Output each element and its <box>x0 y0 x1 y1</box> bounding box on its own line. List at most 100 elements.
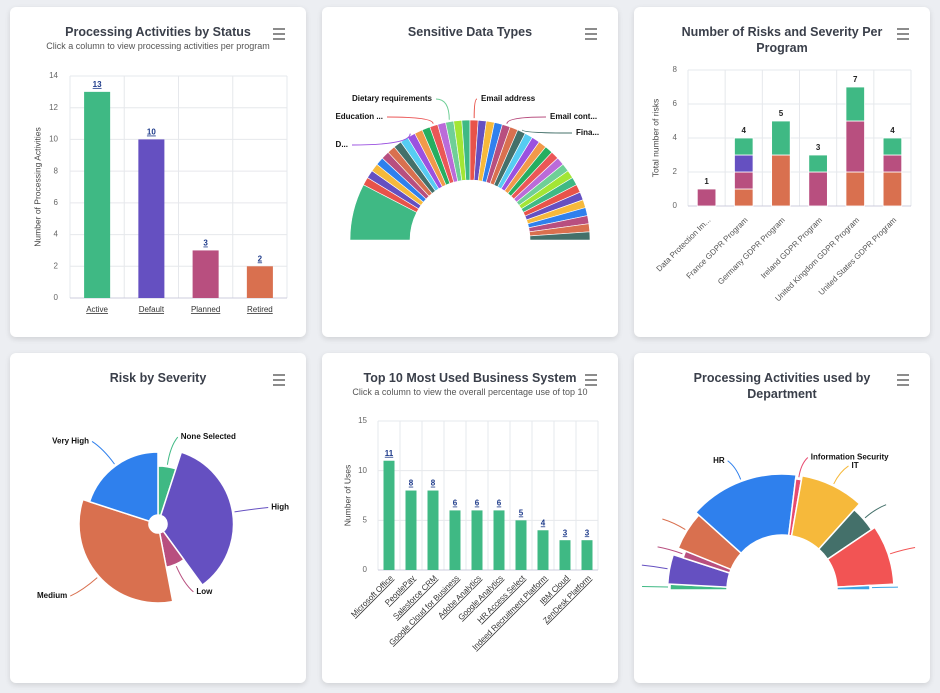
bar <box>471 510 483 570</box>
card: 0 2 4 6 8 Total number of risks Data Protectio… <box>634 7 930 337</box>
chart-title: Risk by Severity <box>109 371 207 385</box>
bar <box>449 510 461 570</box>
bar <box>581 540 593 570</box>
chart: 0 2 4 6 8 10 12 14 Number of Processing Activiti… <box>32 28 288 314</box>
bar-segment <box>734 188 754 207</box>
data-label: 8 <box>431 479 436 488</box>
chart-title: Top 10 Most Used Business System <box>363 371 577 385</box>
bar-segment <box>882 171 903 207</box>
connector <box>435 98 450 120</box>
slice <box>529 231 591 241</box>
y-tick-label: 6 <box>673 99 678 108</box>
menu-button[interactable] <box>585 374 597 386</box>
data-label: 2 <box>258 254 263 263</box>
slice-label: IT <box>851 461 858 470</box>
connector <box>864 504 887 519</box>
connector <box>727 460 742 480</box>
connector <box>833 465 849 485</box>
data-label: 3 <box>585 528 590 537</box>
card: 0 2 4 6 8 10 12 14 Number of Processing Activiti… <box>10 7 306 337</box>
slice-label: Information Security <box>811 453 889 462</box>
connector <box>521 129 573 134</box>
bar <box>84 91 111 298</box>
menu-button[interactable] <box>273 374 285 386</box>
stack-total: 3 <box>816 143 821 152</box>
bar <box>383 460 395 570</box>
bar-segment <box>882 137 903 156</box>
bar <box>138 139 165 298</box>
chart-subtitle: Click a column to view processing activi… <box>46 41 270 51</box>
menu-button[interactable] <box>897 28 909 40</box>
x-tick-label: Active <box>86 305 108 314</box>
bar-segment <box>845 86 865 122</box>
connector <box>889 546 916 555</box>
chart-title: Sensitive Data Types <box>407 25 533 39</box>
y-tick-label: 15 <box>358 416 367 425</box>
connector <box>70 577 98 597</box>
y-tick-label: 2 <box>54 261 59 270</box>
bar-segment <box>696 188 717 207</box>
bar <box>427 490 439 570</box>
slice-label: Medium <box>37 591 67 600</box>
connector <box>91 441 115 465</box>
stack-total: 4 <box>742 126 747 135</box>
slice <box>694 473 797 555</box>
bar <box>515 520 527 570</box>
connector <box>234 506 269 513</box>
menu-button[interactable] <box>273 28 285 40</box>
chart-title: Processing Activities used by Department <box>693 371 871 401</box>
connector <box>798 457 809 478</box>
connector <box>871 586 898 589</box>
y-tick-label: 8 <box>54 166 59 175</box>
y-tick-label: 0 <box>54 293 59 302</box>
data-label: 11 <box>385 449 394 458</box>
connector <box>386 116 434 124</box>
y-tick-label: 5 <box>363 515 368 524</box>
bar-segment <box>771 154 791 207</box>
stack-total: 5 <box>779 109 784 118</box>
bar <box>537 530 549 570</box>
slice <box>836 584 871 591</box>
slice-label: Fina... <box>576 128 599 137</box>
bar-segment <box>734 171 754 190</box>
connector <box>506 116 547 124</box>
slice-label: Low <box>196 587 213 596</box>
connector <box>662 518 686 531</box>
card: Dietary requirements Education ... D... Ema… <box>322 7 618 337</box>
connector <box>175 566 194 593</box>
slice-label: None Selected <box>181 432 236 441</box>
data-label: 6 <box>497 499 502 508</box>
card: None Selected High Low Medium Very High Risk… <box>10 353 306 683</box>
y-tick-label: 10 <box>358 466 367 475</box>
slice-label: D... <box>336 140 348 149</box>
card: 0 5 10 15 Number of Uses Microsoft Office 11 Pe… <box>322 353 618 683</box>
slice-label: Dietary requirements <box>352 94 433 103</box>
bar-segment <box>845 120 865 173</box>
bar <box>192 250 219 298</box>
slice <box>790 474 861 551</box>
slice-label: Email cont... <box>550 112 597 121</box>
connector <box>473 98 478 119</box>
slice <box>826 526 895 588</box>
menu-button[interactable] <box>585 28 597 40</box>
y-axis-title: Total number of risks <box>650 99 660 177</box>
x-tick-label: United States GDPR Program <box>817 215 899 297</box>
menu-button[interactable] <box>897 374 909 386</box>
y-tick-label: 12 <box>49 103 58 112</box>
y-tick-label: 2 <box>673 167 678 176</box>
y-tick-label: 0 <box>673 201 678 210</box>
stack-total: 4 <box>890 126 895 135</box>
slice-label: HR <box>713 456 725 465</box>
connector <box>642 585 669 588</box>
chart: None Selected High Low Medium Very High <box>37 374 289 604</box>
y-tick-label: 4 <box>673 133 678 142</box>
bar-segment <box>882 154 903 173</box>
slice <box>78 498 174 604</box>
bar-segment <box>734 137 754 156</box>
y-tick-label: 0 <box>363 565 368 574</box>
connector <box>351 133 411 146</box>
data-label: 5 <box>519 508 524 517</box>
